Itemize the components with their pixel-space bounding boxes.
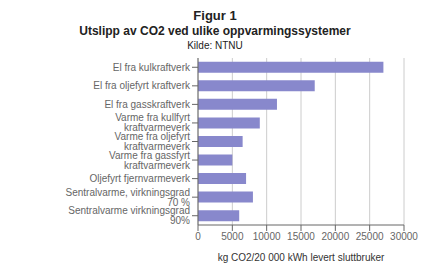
svg-text:Varme fra kullfyrtkraftvarmeve: Varme fra kullfyrtkraftvarmeverk — [115, 112, 191, 133]
svg-text:10000: 10000 — [253, 231, 281, 242]
svg-text:25000: 25000 — [356, 231, 384, 242]
svg-text:0: 0 — [195, 231, 201, 242]
html-text:Kilde: NTNU: Kilde: NTNU — [187, 40, 243, 51]
svg-text:El fra kulkraftverk: El fra kulkraftverk — [113, 62, 191, 73]
svg-text:kg CO2/20 000 kWh levert slutt: kg CO2/20 000 kWh levert sluttbruker — [218, 252, 385, 263]
svg-text:El fra oljefyrt kraftverk: El fra oljefyrt kraftverk — [93, 80, 191, 91]
svg-text:Sentralvarme, virkningsgrad70: Sentralvarme, virkningsgrad70 % — [66, 187, 191, 208]
svg-text:Varme fra gassfyrtkraftvarmeve: Varme fra gassfyrtkraftvarmeverk — [109, 150, 191, 171]
html-text:Utslipp av CO2 ved ulike oppva: Utslipp av CO2 ved ulike oppvarmingssyst… — [79, 24, 351, 38]
svg-text:30000: 30000 — [390, 231, 418, 242]
svg-text:El fra gasskraftverk: El fra gasskraftverk — [104, 99, 191, 110]
svg-text:5000: 5000 — [221, 231, 244, 242]
svg-text:Oljefyrt fjernvarmeverk: Oljefyrt fjernvarmeverk — [89, 173, 191, 184]
svg-text:15000: 15000 — [287, 231, 315, 242]
svg-text:Varme fra oljefyrtkraftvarmeve: Varme fra oljefyrtkraftvarmeverk — [115, 131, 191, 152]
html-text:Figur 1: Figur 1 — [193, 8, 237, 23]
svg-text:20000: 20000 — [321, 231, 349, 242]
svg-text:Sentralvarme virkningsgrad90%: Sentralvarme virkningsgrad90% — [68, 205, 190, 226]
